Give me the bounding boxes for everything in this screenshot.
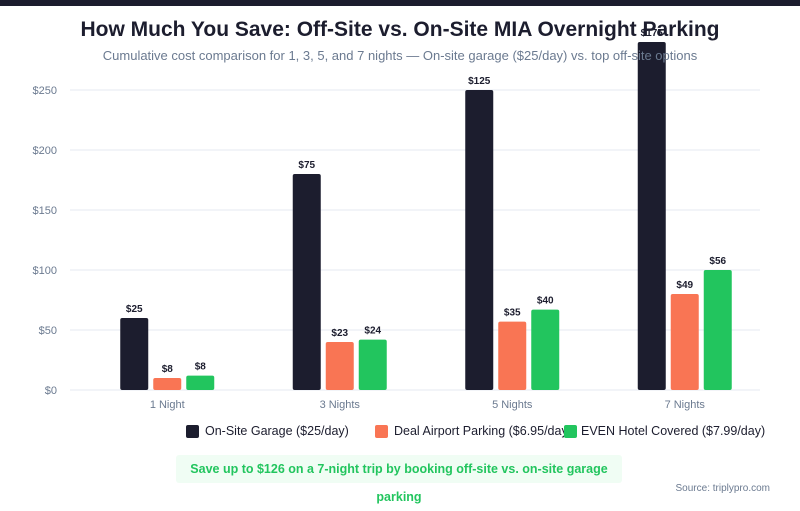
data-label: $8 (195, 362, 207, 373)
bar (498, 321, 527, 390)
data-label: $23 (331, 328, 348, 339)
bar (358, 339, 387, 390)
bar (186, 375, 215, 390)
y-tick-label: $200 (33, 145, 57, 157)
y-tick-label: $100 (33, 265, 57, 277)
legend-swatch-onsite (186, 424, 199, 438)
bar (670, 294, 699, 390)
bar (531, 309, 560, 390)
x-tick-label: 5 Nights (492, 399, 533, 411)
y-tick-label: $50 (39, 325, 57, 337)
data-label: $175 (641, 28, 664, 39)
chart-title: How Much You Save: Off-Site vs. On-Site … (80, 18, 720, 41)
savings-callout: Save up to $126 on a 7-night trip by boo… (176, 455, 622, 504)
legend-item-deal[interactable]: Deal Airport Parking ($6.95/day) (375, 424, 572, 438)
legend-item-even[interactable]: EVEN Hotel Covered ($7.99/day) (564, 424, 765, 438)
bar (120, 318, 149, 390)
chart-legend: On-Site Garage ($25/day) Deal Airport Pa… (0, 424, 800, 444)
bar (465, 90, 494, 390)
data-label: $49 (676, 280, 693, 291)
data-label: $8 (162, 364, 174, 375)
legend-label-even: EVEN Hotel Covered ($7.99/day) (581, 424, 766, 438)
legend-item-onsite[interactable]: On-Site Garage ($25/day) (186, 424, 349, 438)
bar (637, 42, 666, 390)
data-label: $125 (468, 76, 491, 87)
source-credit: Source: triplypro.com (675, 483, 770, 494)
data-label: $25 (126, 304, 143, 315)
y-tick-label: $0 (45, 385, 57, 397)
bar (292, 174, 321, 390)
x-tick-label: 1 Night (150, 399, 185, 411)
legend-label-onsite: On-Site Garage ($25/day) (205, 424, 349, 438)
top-accent-bar (0, 0, 800, 6)
legend-swatch-even (564, 424, 577, 438)
bar-chart: $0 $50 $100 $150 $200 $250 $25 $8 $8 1 Night $75 $2… (33, 28, 760, 411)
chart-subtitle: Cumulative cost comparison for 1, 3, 5, … (102, 48, 698, 63)
y-tick-label: $150 (33, 205, 57, 217)
data-label: $40 (537, 296, 554, 307)
data-label: $24 (364, 326, 381, 337)
y-tick-label: $250 (33, 85, 57, 97)
bar (153, 378, 182, 390)
x-tick-label: 3 Nights (320, 399, 361, 411)
legend-swatch-deal (375, 424, 388, 438)
data-label: $35 (504, 308, 521, 319)
data-label: $56 (709, 256, 726, 267)
data-label: $75 (298, 160, 315, 171)
legend-label-deal: Deal Airport Parking ($6.95/day) (394, 424, 572, 438)
bar (325, 342, 354, 390)
bar (703, 270, 732, 390)
x-tick-label: 7 Nights (665, 399, 706, 411)
